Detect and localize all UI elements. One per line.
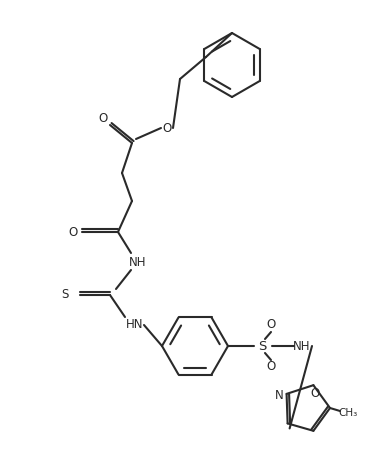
Text: CH₃: CH₃ (338, 408, 358, 418)
Text: S: S (258, 339, 266, 353)
Text: O: O (266, 360, 276, 374)
Text: NH: NH (293, 339, 311, 353)
Text: HN: HN (126, 318, 144, 332)
Text: NH: NH (129, 256, 147, 268)
Text: O: O (311, 387, 320, 399)
Text: O: O (266, 318, 276, 332)
Text: O: O (99, 111, 108, 125)
Text: O: O (162, 121, 171, 135)
Text: N: N (275, 389, 284, 402)
Text: S: S (61, 288, 69, 302)
Text: O: O (68, 226, 77, 238)
